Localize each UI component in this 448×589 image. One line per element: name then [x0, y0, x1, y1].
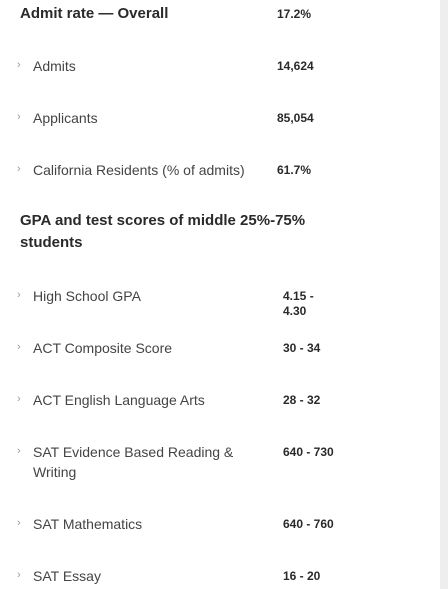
chevron-right-icon: ›: [17, 517, 21, 529]
score-label: SAT Essay: [33, 568, 101, 584]
score-label: ACT Composite Score: [33, 340, 173, 356]
chevron-right-icon: ›: [17, 289, 21, 301]
score-value: 640 - 730: [283, 445, 334, 459]
stat-label: California Residents (% of admits): [33, 162, 245, 178]
chevron-right-icon: ›: [17, 341, 21, 353]
score-value: 16 - 20: [283, 569, 321, 583]
score-label: High School GPA: [33, 288, 141, 304]
chevron-right-icon: ›: [17, 393, 21, 405]
chevron-right-icon: ›: [17, 569, 21, 581]
score-value-line2: 4.30: [283, 304, 307, 318]
right-scroll-border: [440, 0, 448, 589]
stat-label: Admits: [33, 58, 76, 74]
chevron-right-icon: ›: [17, 111, 21, 123]
score-label-line2: Writing: [33, 464, 77, 480]
chevron-right-icon: ›: [17, 59, 21, 71]
scores-heading: GPA and test scores of middle 25%-75% st…: [20, 210, 305, 253]
scores-heading-line2: students: [20, 234, 83, 251]
score-value: 30 - 34: [283, 341, 321, 355]
score-label: SAT Mathematics: [33, 516, 143, 532]
stat-value: 85,054: [277, 111, 314, 125]
stat-value: 14,624: [277, 59, 314, 73]
stat-label: Applicants: [33, 110, 98, 126]
stat-value: 61.7%: [277, 163, 312, 177]
score-value: 640 - 760: [283, 517, 334, 531]
admit-rate-heading: Admit rate — Overall: [20, 5, 169, 22]
admit-rate-value: 17.2%: [277, 7, 312, 21]
chevron-right-icon: ›: [17, 445, 21, 457]
score-label-line1: SAT Evidence Based Reading &: [33, 444, 234, 460]
score-value-line1: 4.15 -: [283, 289, 314, 303]
chevron-right-icon: ›: [17, 163, 21, 175]
score-label: ACT English Language Arts: [33, 392, 205, 408]
score-value: 28 - 32: [283, 393, 321, 407]
scores-heading-line1: GPA and test scores of middle 25%-75%: [20, 212, 306, 229]
